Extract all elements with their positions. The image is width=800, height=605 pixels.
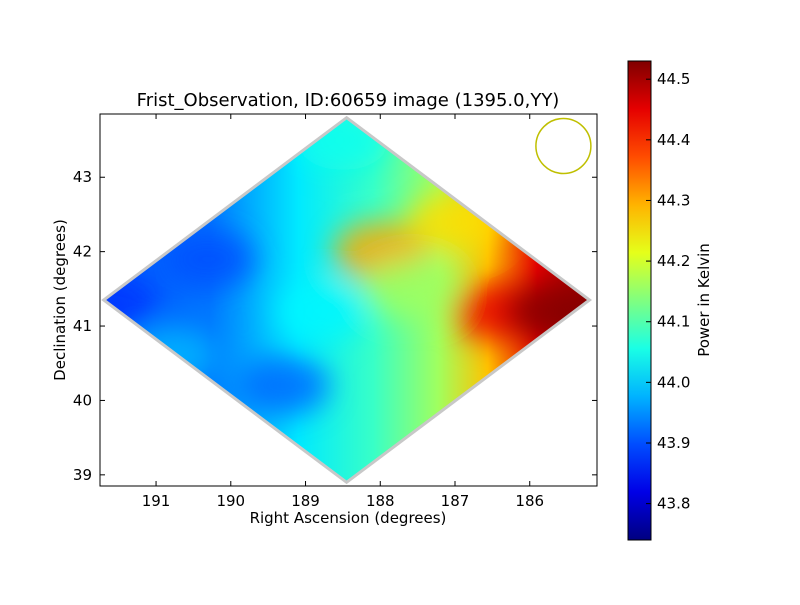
x-axis-label: Right Ascension (degrees): [250, 509, 447, 527]
x-tick-label: 188: [366, 492, 395, 510]
x-tick-label: 186: [515, 492, 544, 510]
y-tick-label: 43: [73, 168, 92, 186]
colorbar-tick-label: 44.4: [657, 131, 690, 149]
x-axis: 191 190 189 188 187 186: [142, 114, 544, 510]
y-axis-label: Declination (degrees): [51, 219, 69, 381]
colorbar-label: Power in Kelvin: [695, 243, 713, 357]
colorbar-tick-label: 44.1: [657, 313, 690, 331]
footprint-outline: [101, 115, 592, 485]
colorbar-tick-label: 44.5: [657, 70, 690, 88]
colorbar-tick-label: 44.2: [657, 252, 690, 270]
colorbar-frame: [627, 60, 652, 541]
y-axis: 39 40 41 42 43: [73, 168, 597, 484]
beam-marker: [535, 117, 592, 175]
colorbar-ticks: 43.8 43.9 44.0 44.1 44.2 44.3 44.4 44.5: [646, 70, 690, 513]
x-tick-label: 191: [142, 492, 171, 510]
colorbar: 43.8 43.9 44.0 44.1 44.2 44.3 44.4 44.5 Power i…: [627, 60, 713, 541]
colorbar-tick-label: 44.0: [657, 373, 690, 391]
plot-area: [99, 113, 598, 487]
y-tick-label: 40: [73, 391, 92, 409]
colorbar-fill: [628, 61, 651, 540]
heatmap-feature: [103, 273, 158, 334]
heatmap-feature: [162, 229, 255, 290]
x-tick-label: 187: [441, 492, 470, 510]
x-tick-label: 189: [291, 492, 320, 510]
colorbar-tick-label: 43.8: [657, 495, 690, 513]
y-tick-label: 42: [73, 243, 92, 261]
heatmap-feature: [364, 258, 457, 319]
x-tick-label: 190: [216, 492, 245, 510]
chart-title: Frist_Observation, ID:60659 image (1395.…: [137, 90, 560, 111]
y-tick-label: 39: [73, 466, 92, 484]
heatmap-feature: [274, 281, 367, 342]
heatmap-feature: [237, 355, 330, 416]
colorbar-tick-label: 43.9: [657, 434, 690, 452]
y-tick-label: 41: [73, 317, 92, 335]
colorbar-tick-label: 44.3: [657, 191, 690, 209]
plot-frame: [99, 113, 598, 487]
